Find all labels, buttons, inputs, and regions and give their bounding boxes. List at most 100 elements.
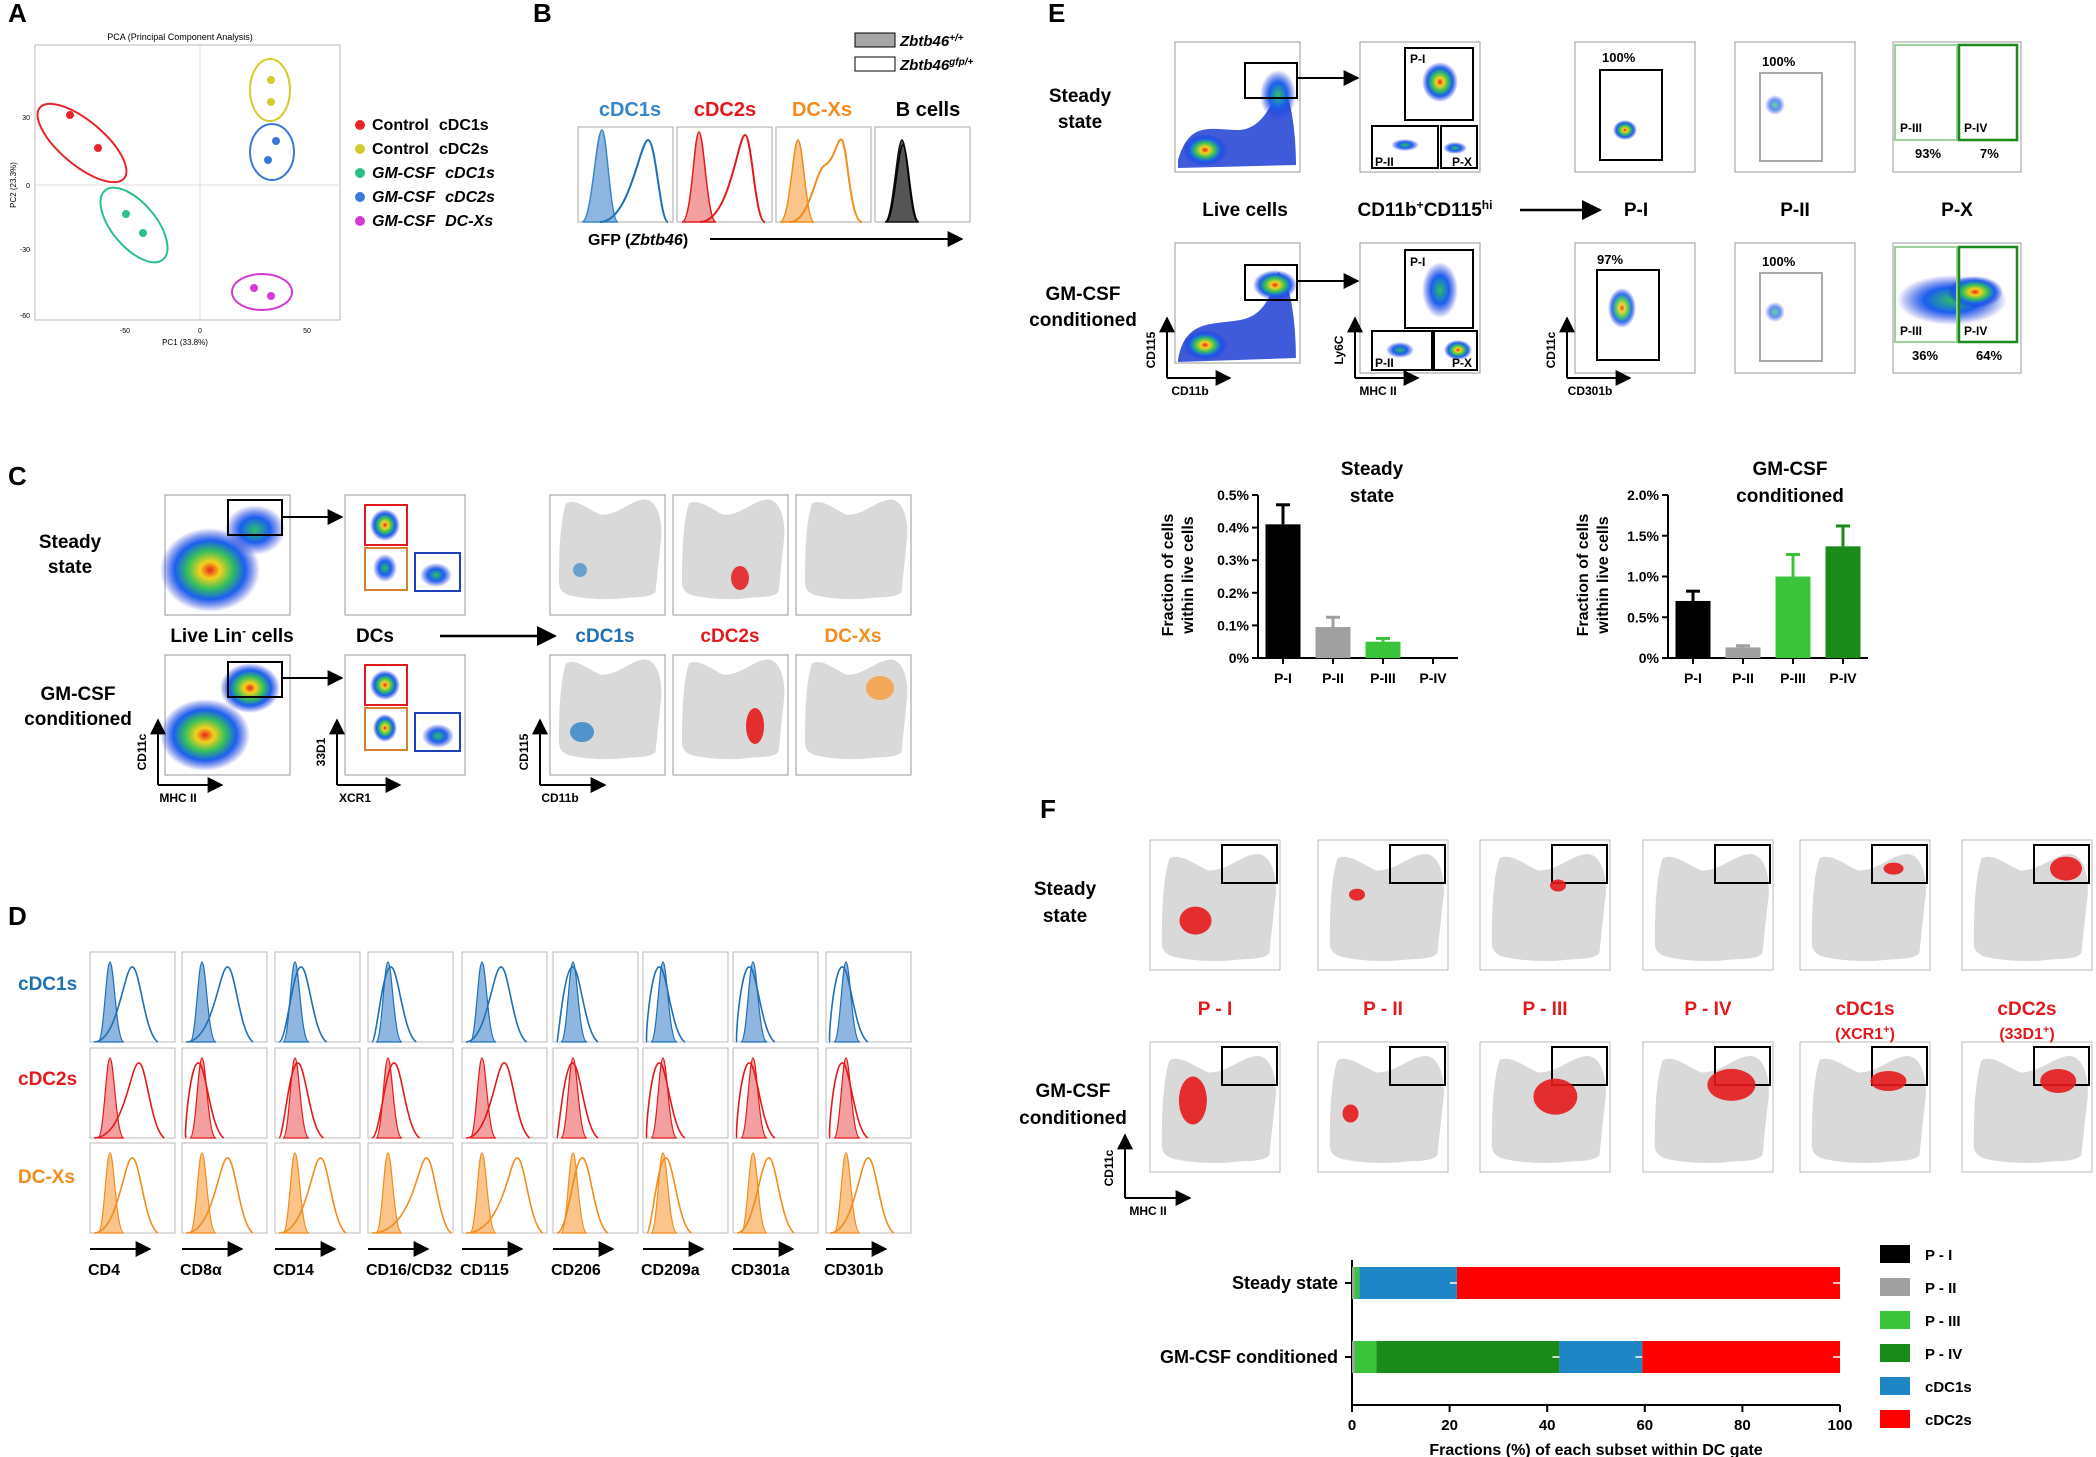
bar <box>1775 576 1811 658</box>
overlay-gm-cdc2 <box>672 654 789 776</box>
histogram-isotype <box>375 961 403 1043</box>
chart-ylabel: Fraction of cells <box>1575 514 1592 637</box>
col-label-pII: P-II <box>1780 200 1810 221</box>
y-tick-label: 0% <box>1639 650 1660 666</box>
histogram-wt-dcx <box>779 139 815 223</box>
cloud-shape <box>1161 1056 1276 1164</box>
population-label: P - IV <box>1684 999 1731 1020</box>
population-label: P - II <box>1363 999 1403 1020</box>
panel-letter-c: C <box>8 461 27 491</box>
background-cloud <box>1811 854 1926 962</box>
flow-density <box>1443 142 1467 154</box>
histogram-isotype <box>740 1057 768 1139</box>
y-tick-label: 0.3% <box>1217 552 1249 568</box>
histogram-isotype <box>97 961 125 1043</box>
axis-x-label: CD11b <box>1171 384 1208 398</box>
row-label-gm: conditioned <box>24 709 132 730</box>
histogram-marker <box>735 966 776 1043</box>
legend-subset: cDC2s <box>439 141 489 158</box>
flow-density <box>373 554 397 582</box>
stacked-segment <box>1352 1267 1355 1299</box>
legend-swatch-wt <box>854 32 896 48</box>
gate-pII <box>1371 125 1439 169</box>
x-tick-label: 20 <box>1441 1417 1458 1434</box>
histogram-isotype <box>189 1152 217 1234</box>
dc-gate <box>1221 1046 1278 1086</box>
axis-y-label: CD11c <box>1102 1149 1116 1186</box>
legend-swatch-gfp <box>854 56 896 72</box>
histogram-marker <box>278 966 328 1043</box>
panel-letter-e: E <box>1048 0 1065 28</box>
histogram-isotype <box>740 1152 768 1234</box>
population-label: P - I <box>1198 999 1233 1020</box>
x-tick-label: P-I <box>1684 670 1702 686</box>
histogram-marker <box>735 1062 776 1139</box>
axis-y-label: CD11c <box>135 733 149 770</box>
flow-plot-frame <box>344 654 466 776</box>
overlay-steady-cdc2 <box>672 494 789 616</box>
histogram-isotype <box>833 1057 861 1139</box>
overlay-gm-cdc1 <box>549 654 666 776</box>
overlay-steady-dcx <box>795 494 912 616</box>
histogram-marker <box>184 1062 225 1139</box>
histogram-isotype <box>97 1152 125 1234</box>
dc-gate <box>1871 844 1928 884</box>
histogram-gfp-bcell <box>885 144 920 223</box>
histogram-marker <box>646 1157 692 1234</box>
axis-x-label: MHC II <box>159 791 196 805</box>
marker-label: CD8α <box>180 1262 222 1279</box>
pca-ellipse-control-cdc1 <box>36 102 128 184</box>
dc-gate <box>2033 844 2090 884</box>
pca-ytick: -60 <box>20 313 30 320</box>
histogram-isotype <box>650 1152 678 1234</box>
gate-pX <box>1440 125 1478 169</box>
dc-gate <box>1551 844 1608 884</box>
row-label-steady: state <box>48 557 92 578</box>
gate-label: P-IV <box>1964 324 1987 338</box>
flow-density <box>1253 270 1297 300</box>
axis-y-label: 33D1 <box>314 737 328 766</box>
stacked-segment <box>1642 1341 1840 1373</box>
gate-label: P-IV <box>1964 121 1987 135</box>
pca-point <box>250 284 258 292</box>
stacked-segment <box>1376 1341 1560 1373</box>
histogram-isotype <box>469 1057 497 1139</box>
background-cloud <box>1654 1056 1769 1164</box>
gate-pIV <box>1957 43 2019 142</box>
legend-subset: cDC1s <box>445 165 495 182</box>
histogram-title-cdc2: cDC2s <box>694 99 756 121</box>
legend-label: cDC2s <box>1925 1412 1972 1429</box>
y-tick-label: 1.0% <box>1627 569 1659 585</box>
gate-dcx <box>364 547 408 591</box>
row-label-steady: Steady <box>1034 879 1097 900</box>
flow-density <box>1613 120 1637 140</box>
y-tick-label: 1.5% <box>1627 528 1659 544</box>
flow-density <box>1391 139 1419 151</box>
legend-condition: GM-CSF <box>372 165 436 182</box>
histogram-wt-cdc1 <box>581 129 619 223</box>
gate-label: P-X <box>1452 356 1472 370</box>
legend-dot <box>355 144 365 154</box>
histogram-isotype <box>189 961 217 1043</box>
panel-letter-f: F <box>1040 794 1056 824</box>
row-label-gm: GM-CSF <box>1046 284 1121 305</box>
flow-density <box>422 724 454 748</box>
gate-percentage: 36% <box>1912 348 1938 363</box>
population-overlay <box>1533 1078 1578 1115</box>
dcs-label: DCs <box>356 626 394 647</box>
histogram-marker <box>93 966 159 1043</box>
pca-ytick: 30 <box>22 115 30 122</box>
y-tick-label: 2.0% <box>1627 487 1659 503</box>
pca-ytick: 0 <box>26 183 30 190</box>
gate-cdc1 <box>414 552 461 592</box>
dc-gate <box>1389 1046 1446 1086</box>
x-tick-label: P-III <box>1370 670 1396 686</box>
gate-label: P-I <box>1410 52 1425 66</box>
legend-swatch <box>1880 1344 1910 1362</box>
legend-dot <box>355 192 365 202</box>
subset-label-cdc2: cDC2s <box>700 626 759 647</box>
histogram-isotype <box>282 1057 310 1139</box>
population-sublabel: (33D1+) <box>1999 1024 2054 1043</box>
pca-xtick: 50 <box>303 328 311 335</box>
